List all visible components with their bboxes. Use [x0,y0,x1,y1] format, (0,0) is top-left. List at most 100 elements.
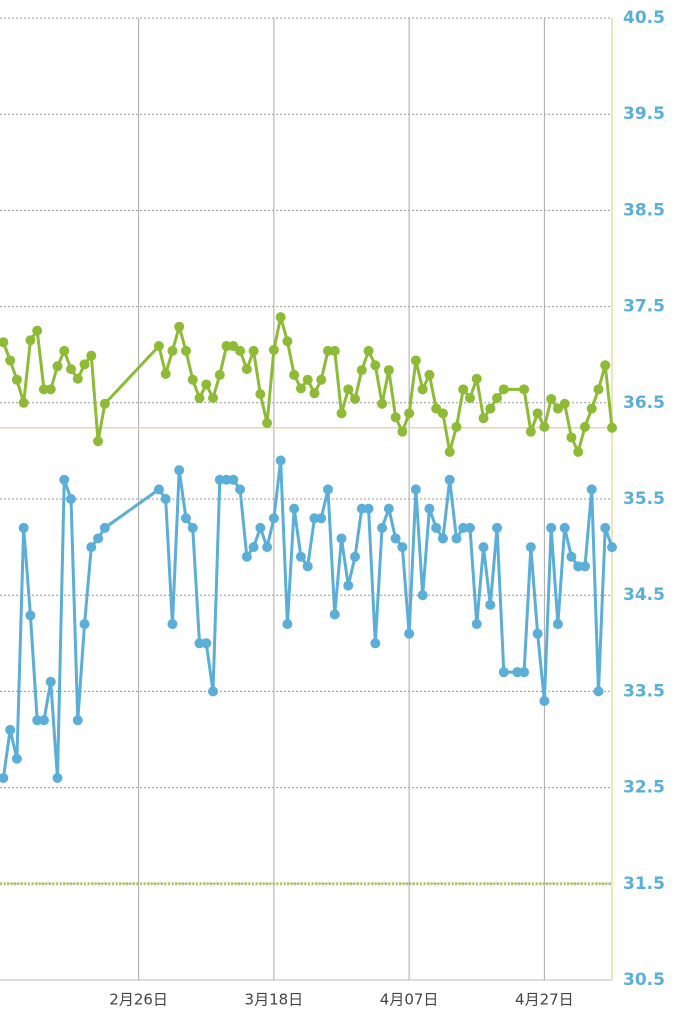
point [167,345,178,356]
point [370,360,381,371]
point [431,522,442,533]
point [201,638,212,649]
point [32,325,43,336]
point [444,446,455,457]
point [18,397,29,408]
point [66,494,77,504]
point [485,599,496,610]
point [282,336,293,347]
point [492,522,503,533]
x-tick-label: 4月27日 [515,991,574,1009]
point [180,513,191,524]
point [248,345,259,356]
point [546,393,557,404]
x-tick-label: 2月26日 [109,991,168,1009]
point [160,494,171,504]
point [559,398,570,409]
point [302,374,313,385]
series-line [1,315,614,454]
point [45,384,56,395]
point [86,350,97,361]
point [187,522,198,533]
x-tick-label: 3月18日 [245,991,304,1009]
point [248,542,259,553]
point [262,418,273,429]
point [458,384,469,395]
point [45,676,56,687]
point [519,384,530,395]
point [5,355,16,366]
point [498,667,509,678]
point [59,474,70,485]
point [532,408,543,419]
point [329,345,340,356]
point [559,522,570,533]
point [180,345,191,356]
point [275,455,286,466]
point [187,374,198,385]
point [478,413,489,424]
point [410,355,421,366]
y-tick-label: 35.5 [623,489,665,509]
point [397,542,408,553]
x-tick-label: 4月07日 [380,991,439,1009]
point [295,551,306,562]
point [302,561,313,572]
point [336,533,347,544]
y-tick-label: 33.5 [623,681,665,701]
point [167,619,178,630]
point [79,359,90,370]
point [208,392,219,403]
point [539,696,550,707]
point [235,345,246,356]
point [492,392,503,403]
point [289,369,300,380]
point [390,533,401,544]
point [235,484,246,495]
point [404,408,415,419]
point [377,398,388,409]
point [437,408,448,419]
point [464,522,475,533]
point [93,436,104,447]
point [228,474,239,485]
point [93,533,104,544]
point [593,384,604,395]
point [451,533,462,544]
point [586,403,597,414]
point [72,373,83,384]
point [153,484,164,495]
point [241,551,252,562]
point [532,628,543,639]
y-tick-label: 39.5 [623,104,665,124]
point [322,484,333,495]
point [214,369,225,380]
point [52,361,63,372]
point [350,393,361,404]
point [607,422,617,433]
point [424,369,435,380]
point [268,344,279,355]
point [309,388,320,399]
point [410,484,421,495]
point [59,345,70,356]
point [208,686,219,697]
point [153,341,164,352]
point [174,321,185,332]
point [539,421,550,432]
point [356,365,367,376]
point [377,522,388,533]
point [18,522,29,533]
point [343,580,354,591]
series-line [1,459,614,780]
point [417,384,428,395]
point [241,364,252,375]
point [201,379,212,390]
point [485,403,496,414]
point [566,432,577,443]
point [86,542,97,553]
point [363,503,374,514]
point [417,590,428,601]
point [363,345,374,356]
point [424,503,435,514]
